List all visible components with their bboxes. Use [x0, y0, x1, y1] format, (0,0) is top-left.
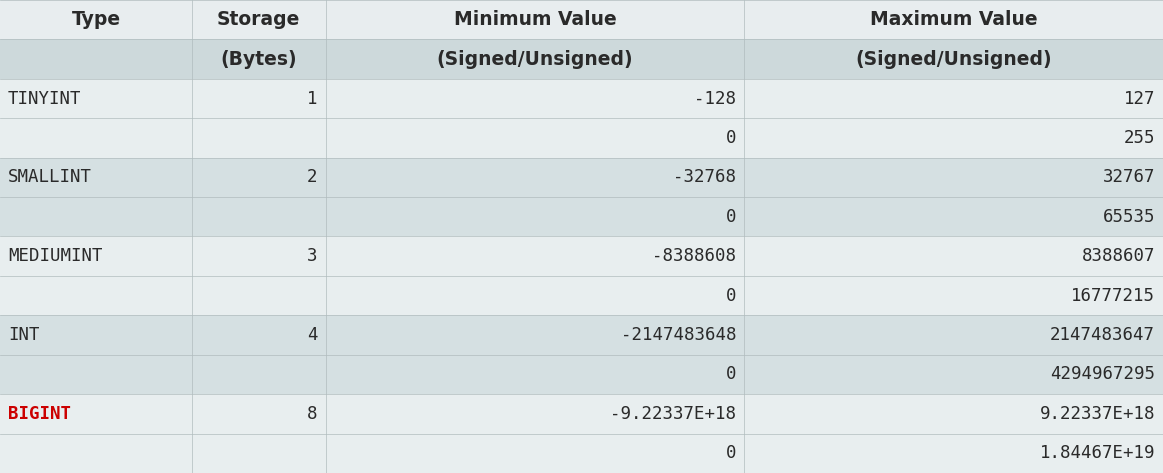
Text: 9.22337E+18: 9.22337E+18 [1040, 405, 1155, 423]
Bar [192, 236, 326, 276]
Bar [744, 118, 1163, 158]
Bar [326, 315, 744, 355]
Bar [0, 39, 192, 79]
Text: -8388608: -8388608 [652, 247, 736, 265]
Text: SMALLINT: SMALLINT [8, 168, 92, 186]
Text: MEDIUMINT: MEDIUMINT [8, 247, 102, 265]
Bar [326, 0, 744, 39]
Text: 0: 0 [726, 208, 736, 226]
Bar [192, 39, 326, 79]
Bar [192, 276, 326, 315]
Bar [0, 79, 192, 118]
Bar [192, 434, 326, 473]
Bar [744, 39, 1163, 79]
Text: 32767: 32767 [1103, 168, 1155, 186]
Text: -9.22337E+18: -9.22337E+18 [611, 405, 736, 423]
Bar [0, 355, 192, 394]
Text: 127: 127 [1123, 89, 1155, 107]
Bar [744, 434, 1163, 473]
Text: 0: 0 [726, 287, 736, 305]
Text: TINYINT: TINYINT [8, 89, 81, 107]
Bar [192, 0, 326, 39]
Bar [0, 315, 192, 355]
Bar [744, 355, 1163, 394]
Text: 65535: 65535 [1103, 208, 1155, 226]
Bar [0, 158, 192, 197]
Bar [326, 39, 744, 79]
Bar [744, 236, 1163, 276]
Bar [326, 118, 744, 158]
Text: 255: 255 [1123, 129, 1155, 147]
Bar [744, 0, 1163, 39]
Text: -2147483648: -2147483648 [621, 326, 736, 344]
Bar [744, 197, 1163, 236]
Text: 8388607: 8388607 [1082, 247, 1155, 265]
Text: 16777215: 16777215 [1071, 287, 1155, 305]
Text: (Bytes): (Bytes) [221, 50, 297, 69]
Bar [744, 394, 1163, 434]
Text: (Signed/Unsigned): (Signed/Unsigned) [855, 50, 1053, 69]
Bar [192, 158, 326, 197]
Text: BIGINT: BIGINT [8, 405, 71, 423]
Bar [0, 197, 192, 236]
Text: 8: 8 [307, 405, 317, 423]
Bar [192, 394, 326, 434]
Bar [192, 197, 326, 236]
Bar [326, 197, 744, 236]
Text: (Signed/Unsigned): (Signed/Unsigned) [436, 50, 634, 69]
Bar [192, 118, 326, 158]
Bar [326, 434, 744, 473]
Text: 0: 0 [726, 444, 736, 462]
Bar [192, 315, 326, 355]
Bar [326, 79, 744, 118]
Bar [744, 276, 1163, 315]
Text: 3: 3 [307, 247, 317, 265]
Bar [326, 158, 744, 197]
Bar [744, 79, 1163, 118]
Bar [326, 394, 744, 434]
Text: 0: 0 [726, 366, 736, 384]
Text: INT: INT [8, 326, 40, 344]
Bar [0, 276, 192, 315]
Text: 4: 4 [307, 326, 317, 344]
Text: 1: 1 [307, 89, 317, 107]
Text: 4294967295: 4294967295 [1050, 366, 1155, 384]
Bar [0, 118, 192, 158]
Text: Maximum Value: Maximum Value [870, 10, 1037, 29]
Bar [326, 276, 744, 315]
Text: 1.84467E+19: 1.84467E+19 [1040, 444, 1155, 462]
Bar [0, 434, 192, 473]
Text: 2: 2 [307, 168, 317, 186]
Bar [0, 0, 192, 39]
Text: Type: Type [71, 10, 121, 29]
Bar [192, 79, 326, 118]
Text: -128: -128 [694, 89, 736, 107]
Text: 2147483647: 2147483647 [1050, 326, 1155, 344]
Bar [744, 158, 1163, 197]
Text: 0: 0 [726, 129, 736, 147]
Bar [744, 315, 1163, 355]
Text: -32768: -32768 [673, 168, 736, 186]
Bar [326, 355, 744, 394]
Bar [326, 236, 744, 276]
Text: Minimum Value: Minimum Value [454, 10, 616, 29]
Bar [192, 355, 326, 394]
Text: Storage: Storage [217, 10, 300, 29]
Bar [0, 394, 192, 434]
Bar [0, 236, 192, 276]
